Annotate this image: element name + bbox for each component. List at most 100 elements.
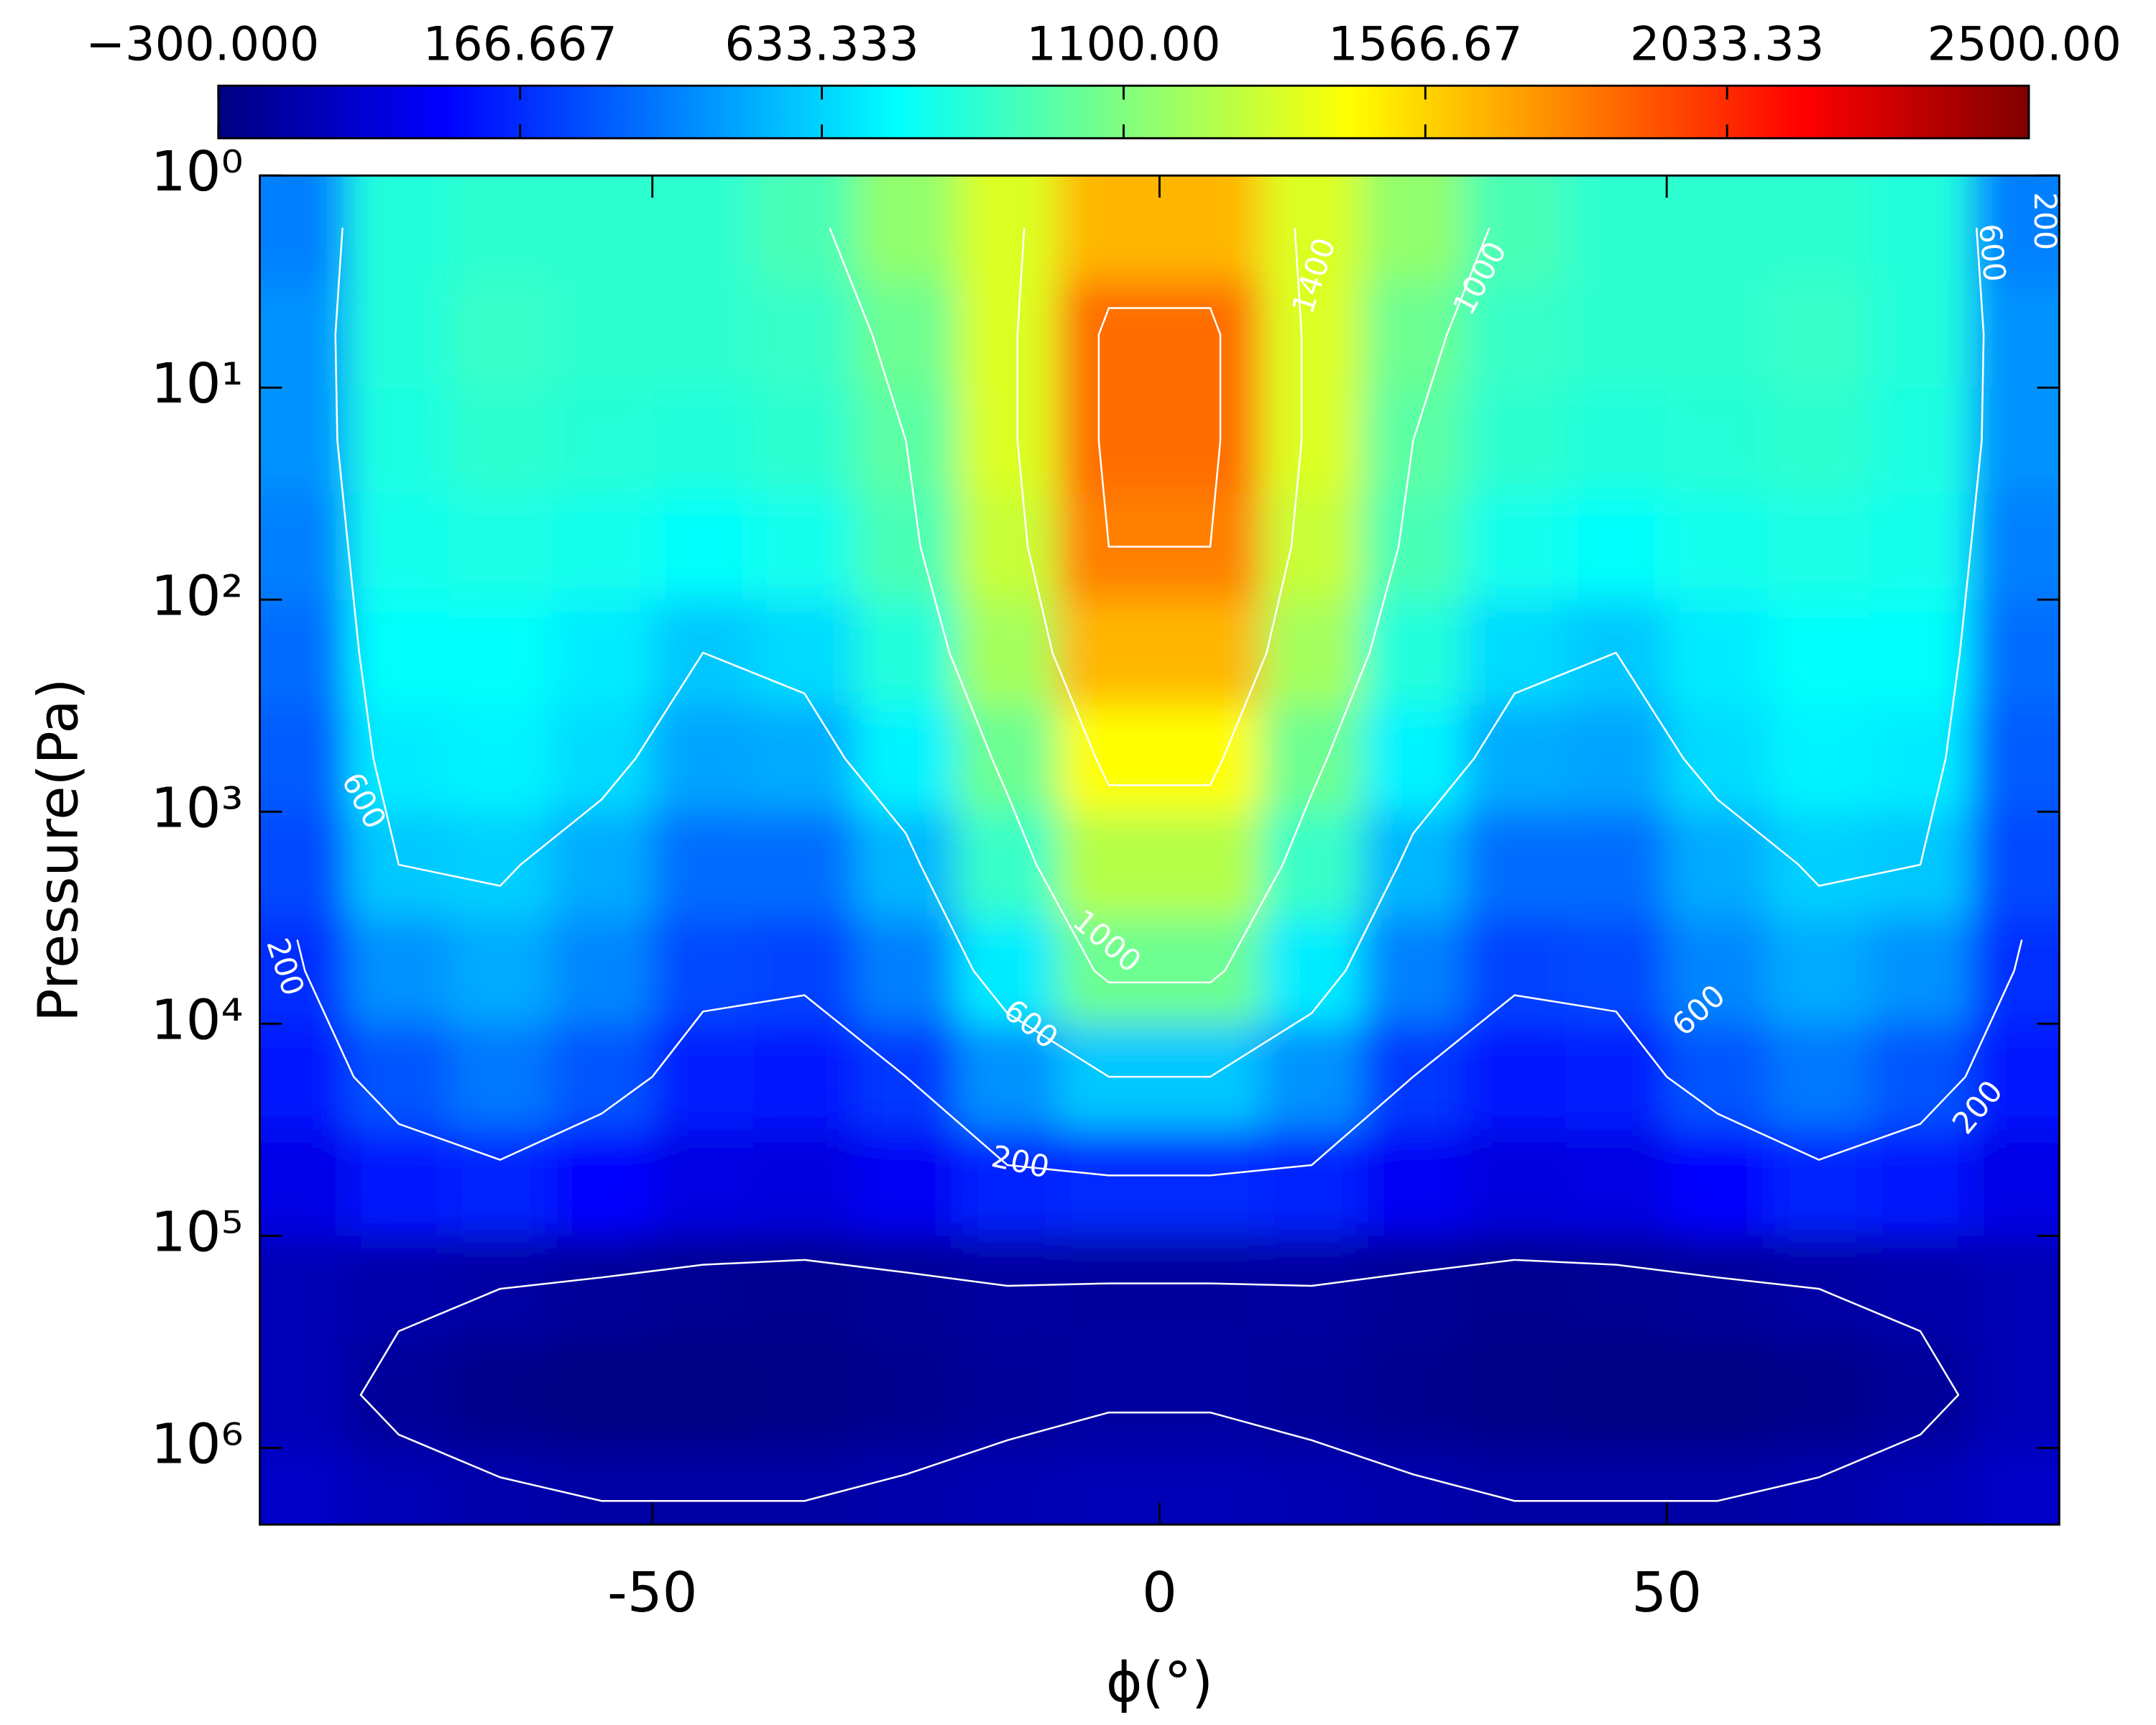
- field-cell: [957, 493, 1059, 601]
- field-cell: [652, 281, 755, 389]
- field-cell: [449, 599, 552, 707]
- y-tick-label: 10³: [151, 776, 244, 840]
- field-cell: [1768, 1341, 1871, 1449]
- field-cell: [1463, 1236, 1566, 1343]
- field-cell: [1971, 493, 2060, 601]
- field-cell: [550, 599, 653, 707]
- field-cell: [449, 387, 552, 494]
- field-cell: [1768, 917, 1871, 1025]
- field-cell: [1159, 1448, 1262, 1525]
- field-cell: [348, 1024, 451, 1131]
- field-cell: [652, 705, 755, 813]
- field-cell: [1869, 599, 1972, 707]
- field-cell: [348, 917, 451, 1025]
- field-cell: [1463, 1129, 1566, 1237]
- field-cell: [652, 917, 755, 1025]
- field-cell: [1463, 281, 1566, 389]
- field-cell: [957, 1024, 1059, 1131]
- colorbar-tick-label: 1566.67: [1328, 17, 1522, 71]
- field-cell: [1261, 387, 1363, 494]
- field-cell: [259, 1024, 349, 1131]
- field-cell: [1362, 917, 1465, 1025]
- field-cell: [1058, 811, 1161, 919]
- colorbar-tick-label: 2500.00: [1927, 17, 2122, 71]
- field-cell: [449, 493, 552, 601]
- field-cell: [1768, 599, 1871, 707]
- field-cell: [259, 1448, 349, 1525]
- field-cell: [1362, 1341, 1465, 1449]
- field-cell: [1667, 1236, 1769, 1343]
- field-cell: [855, 281, 958, 389]
- field-cell: [1058, 599, 1161, 707]
- contour-line: [1097, 307, 1222, 548]
- y-tick-label: 10¹: [151, 352, 244, 416]
- field-cell: [753, 1341, 856, 1449]
- field-cell: [1362, 493, 1465, 601]
- contour-line: [1016, 227, 1303, 786]
- field-cell: [1362, 1129, 1465, 1237]
- field-cell: [1463, 705, 1566, 813]
- field-cell: [259, 811, 349, 919]
- field-cell: [855, 1236, 958, 1343]
- field-cell: [1768, 281, 1871, 389]
- field-cell: [1159, 175, 1262, 282]
- field-cell: [259, 1129, 349, 1237]
- field-cell: [1463, 1024, 1566, 1131]
- x-tick-label: -50: [607, 1561, 698, 1625]
- field-cell: [652, 387, 755, 494]
- field-cell: [550, 811, 653, 919]
- field-cell: [1667, 599, 1769, 707]
- field-cell: [1768, 493, 1871, 601]
- field-cell: [1667, 1129, 1769, 1237]
- field-cell: [1565, 493, 1668, 601]
- field-cell: [1159, 387, 1262, 494]
- field-cell: [1667, 1341, 1769, 1449]
- field-cell: [1971, 1341, 2060, 1449]
- field-cell: [1869, 1129, 1972, 1237]
- colorbar-tick-label: 1100.00: [1026, 17, 1220, 71]
- field-cell: [449, 811, 552, 919]
- field-cell: [957, 175, 1059, 282]
- field-cell: [1159, 1341, 1262, 1449]
- field-cell: [1362, 1236, 1465, 1343]
- field-cell: [1971, 917, 2060, 1025]
- field-cell: [1261, 917, 1363, 1025]
- field-cell: [1159, 1236, 1262, 1343]
- field-cell: [348, 705, 451, 813]
- field-cell: [1971, 1024, 2060, 1131]
- field-cell: [1869, 705, 1972, 813]
- field-cell: [348, 175, 451, 282]
- field-cell: [1565, 1341, 1668, 1449]
- y-tick-label: 10⁶: [151, 1412, 244, 1476]
- field-cell: [1667, 281, 1769, 389]
- field-cell: [1869, 1024, 1972, 1131]
- field-cell: [1869, 1341, 1972, 1449]
- field-cell: [1261, 1448, 1363, 1525]
- field-cell: [449, 917, 552, 1025]
- field-cell: [1667, 175, 1769, 282]
- field-cell: [1463, 175, 1566, 282]
- field-cell: [1565, 1129, 1668, 1237]
- field-cell: [1869, 1448, 1972, 1525]
- field-cell: [348, 1129, 451, 1237]
- field-cell: [753, 1129, 856, 1237]
- field-cell: [1869, 493, 1972, 601]
- field-cell: [348, 1341, 451, 1449]
- field-cell: [1058, 175, 1161, 282]
- y-axis-title: Pressure(Pa): [27, 678, 91, 1021]
- field-cell: [449, 175, 552, 282]
- field-cell: [1058, 1129, 1161, 1237]
- field-cell: [1971, 175, 2060, 282]
- field-cell: [259, 387, 349, 494]
- field-cell: [449, 1341, 552, 1449]
- field-cell: [1565, 1236, 1668, 1343]
- field-cell: [1565, 811, 1668, 919]
- colorbar-tick-label: 2033.33: [1630, 17, 1824, 71]
- field-cell: [1463, 917, 1566, 1025]
- field-cell: [1261, 281, 1363, 389]
- field-cell: [1463, 1341, 1566, 1449]
- field-cell: [753, 599, 856, 707]
- field-cell: [1261, 705, 1363, 813]
